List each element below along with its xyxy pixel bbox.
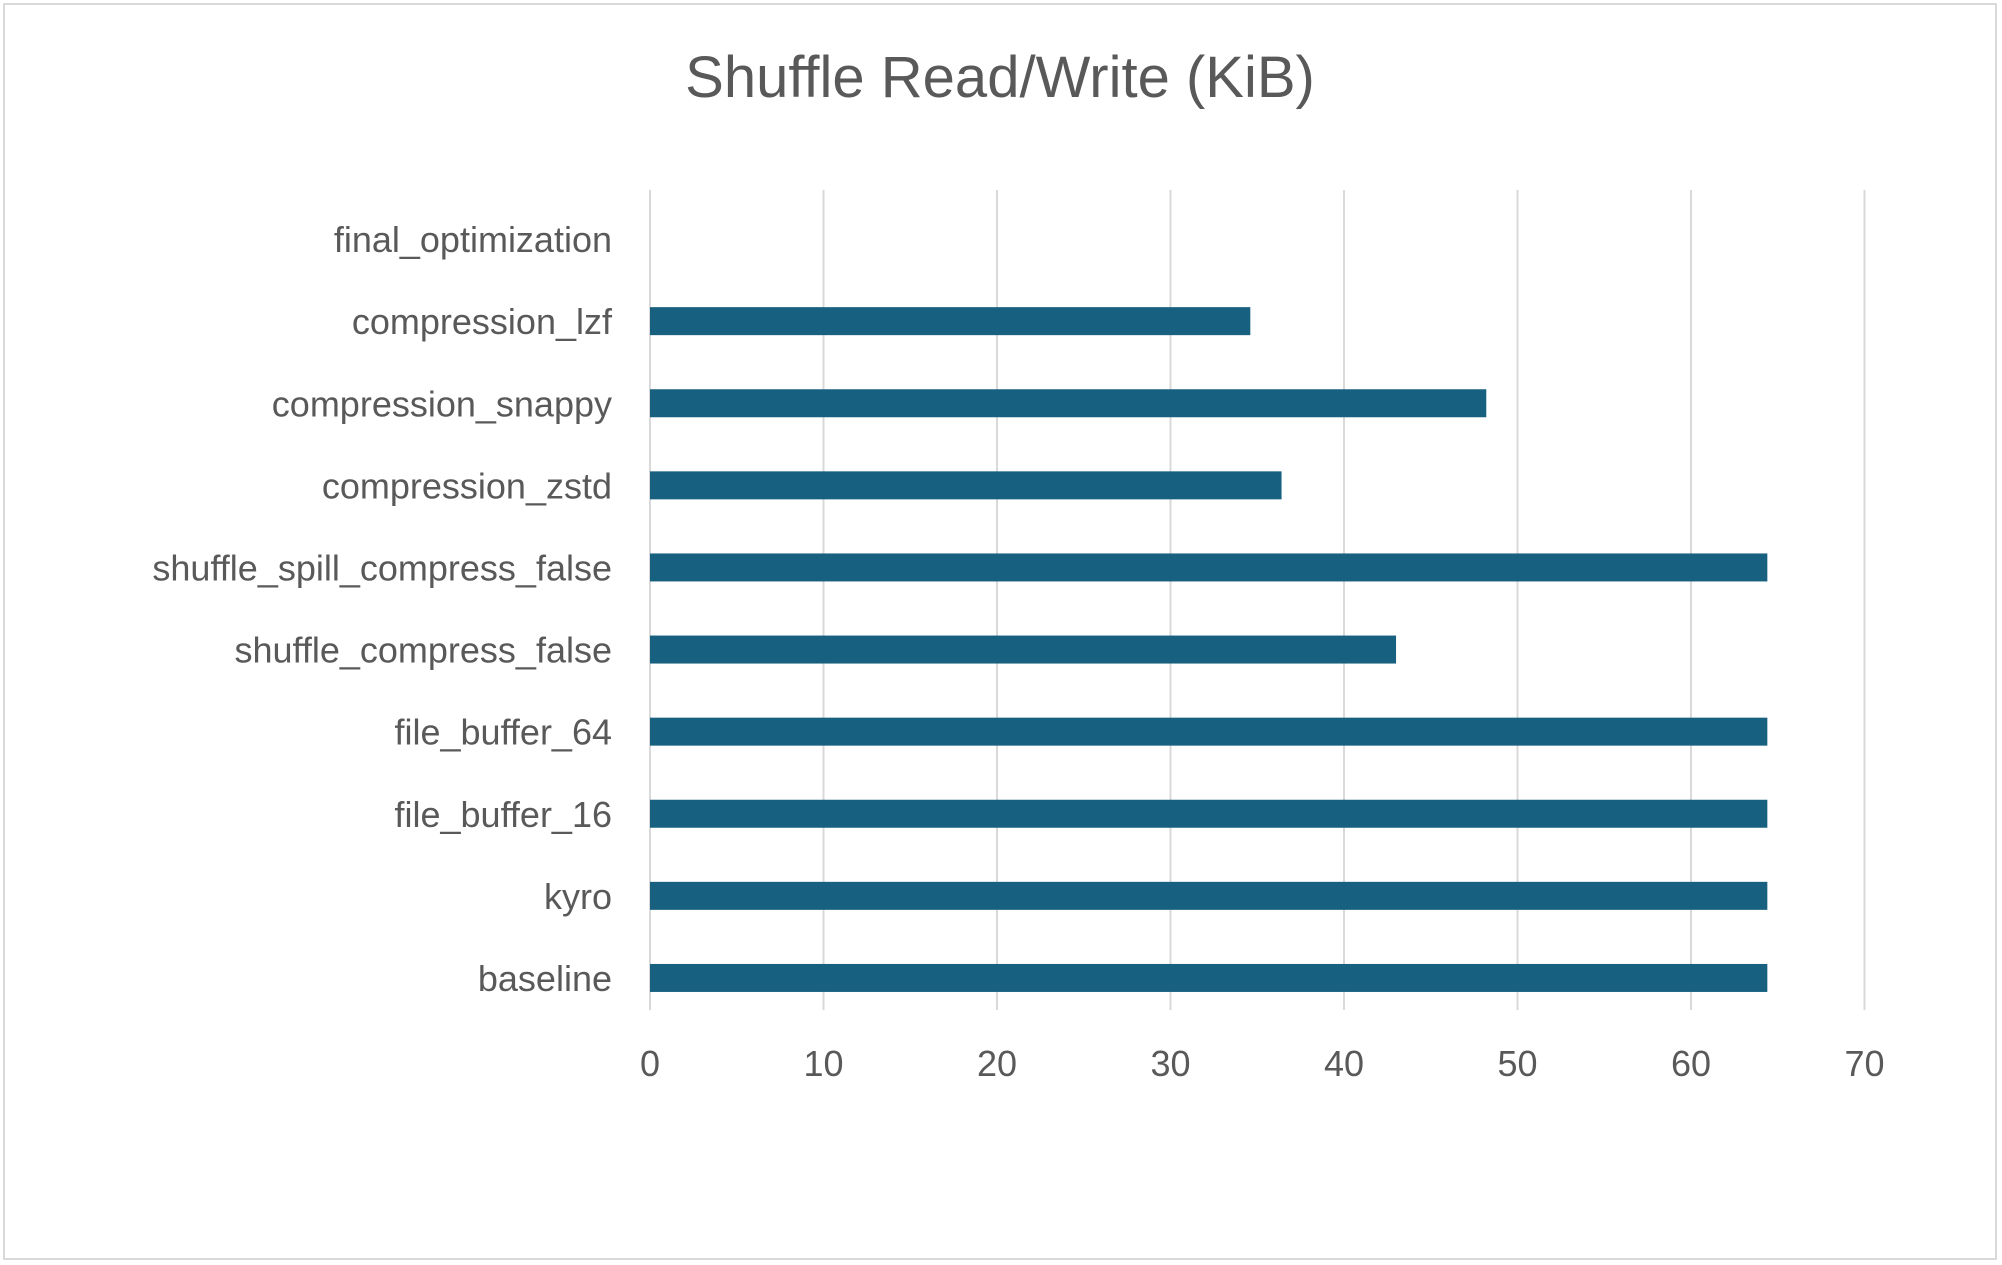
bar-compression_zstd [650, 471, 1282, 500]
bar-file_buffer_64 [650, 717, 1768, 746]
bar-kyro [650, 881, 1768, 910]
chart-title: Shuffle Read/Write (KiB) [685, 45, 1315, 110]
x-tick-label-60: 60 [1671, 1043, 1711, 1084]
category-label-compression_zstd: compression_zstd [322, 465, 612, 506]
category-label-baseline: baseline [478, 958, 612, 999]
x-tick-label-50: 50 [1497, 1043, 1537, 1084]
category-labels: baseline kyro file_buffer_16 file_buffer_64… [152, 219, 613, 999]
x-tick-label-0: 0 [640, 1043, 660, 1084]
x-tick-label-10: 10 [803, 1043, 843, 1084]
category-label-shuffle_compress_false: shuffle_compress_false [234, 630, 612, 671]
bar-baseline [650, 963, 1768, 992]
bar-file_buffer_16 [650, 799, 1768, 828]
x-axis-tick-labels: 0 10 20 30 40 50 60 70 [640, 1043, 1885, 1084]
x-tick-label-70: 70 [1844, 1043, 1884, 1084]
category-label-kyro: kyro [544, 876, 612, 917]
category-label-compression_lzf: compression_lzf [352, 301, 613, 342]
category-label-final_optimization: final_optimization [334, 219, 612, 260]
x-tick-label-20: 20 [977, 1043, 1017, 1084]
category-label-compression_snappy: compression_snappy [272, 383, 612, 424]
chart-frame [3, 3, 1997, 1260]
category-label-file_buffer_64: file_buffer_64 [394, 712, 612, 753]
bar-compression_snappy [650, 389, 1487, 418]
bars [650, 307, 1768, 992]
category-label-shuffle_spill_compress_false: shuffle_spill_compress_false [152, 547, 612, 588]
bar-compression_lzf [650, 307, 1251, 336]
x-tick-label-30: 30 [1150, 1043, 1190, 1084]
bar-shuffle_compress_false [650, 635, 1397, 664]
bar-shuffle_spill_compress_false [650, 553, 1768, 582]
x-tick-label-40: 40 [1324, 1043, 1364, 1084]
category-label-file_buffer_16: file_buffer_16 [394, 794, 612, 835]
